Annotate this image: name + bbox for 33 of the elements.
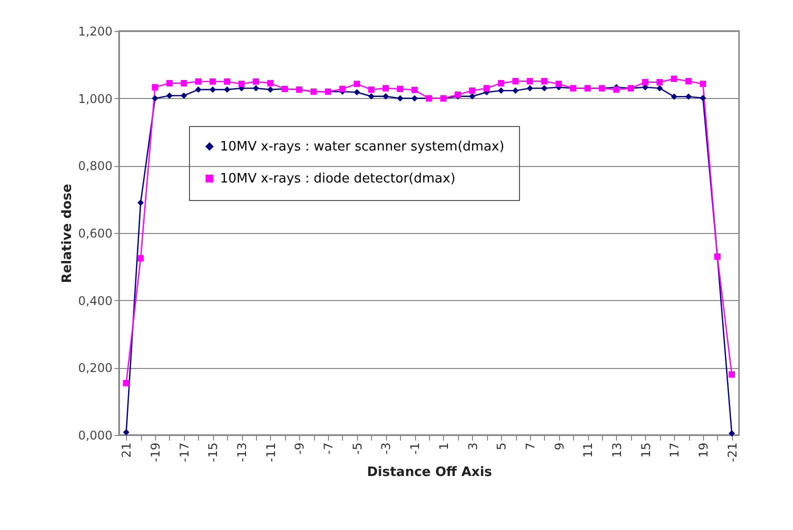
x-tick-label: -7 <box>322 442 336 454</box>
x-tick-label: -15 <box>206 442 220 462</box>
y-axis-title: Relative dose <box>60 184 76 284</box>
x-tick-label: 15 <box>638 442 653 458</box>
x-tick-label: -3 <box>379 442 394 454</box>
y-tick-label: 0,600 <box>78 226 112 240</box>
x-tick-label: -1 <box>408 442 422 454</box>
y-tick-label: 1,200 <box>78 24 112 38</box>
x-tick-label: 13 <box>610 442 624 458</box>
x-axis-title: Distance Off Axis <box>366 465 492 480</box>
y-tick-label: 0,800 <box>78 159 112 174</box>
y-tick-label: 1,000 <box>78 92 112 106</box>
legend-label: 10MV x-rays : diode detector(dmax) <box>220 172 456 186</box>
x-tick-label: 19 <box>696 442 710 458</box>
x-tick-label: 7 <box>523 442 538 450</box>
x-tick-label: 3 <box>466 442 480 450</box>
x-tick-label: -5 <box>350 442 364 454</box>
y-tick-label: 0,000 <box>78 428 112 442</box>
legend-label: 10MV x-rays : water scanner system(dmax) <box>220 140 504 154</box>
y-tick-label: 0,200 <box>78 361 112 376</box>
y-tick-label: 0,400 <box>78 294 112 308</box>
x-tick-label: -13 <box>235 442 250 462</box>
x-tick-label: -19 <box>148 442 163 462</box>
x-tick-label: 21 <box>120 442 134 458</box>
x-tick-label: 11 <box>581 442 596 458</box>
x-tick-label: 17 <box>668 442 682 458</box>
x-tick-label: -21 <box>725 442 740 462</box>
x-tick-label: -17 <box>177 442 192 462</box>
x-tick-label: -11 <box>264 442 278 462</box>
x-tick-label: 1 <box>436 442 451 450</box>
x-tick-label: -9 <box>292 442 307 454</box>
x-tick-label: 9 <box>552 442 566 450</box>
x-tick-label: 5 <box>494 442 509 450</box>
